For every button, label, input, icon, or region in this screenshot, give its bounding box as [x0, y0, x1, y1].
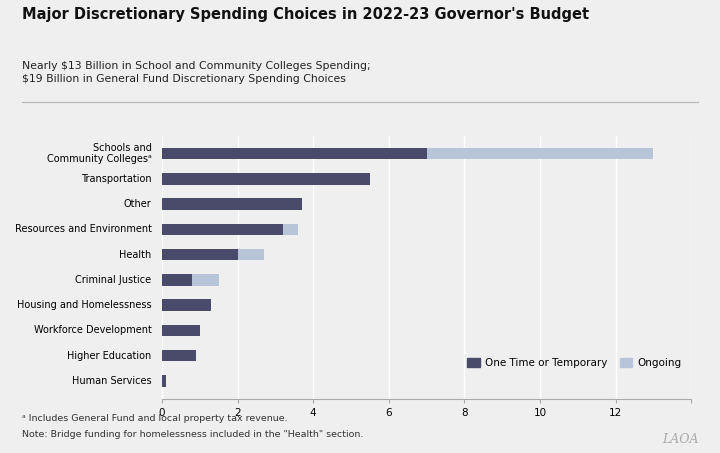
Legend: One Time or Temporary, Ongoing: One Time or Temporary, Ongoing	[463, 354, 686, 372]
Bar	[162, 148, 426, 159]
Bar	[162, 274, 192, 285]
Bar	[162, 350, 196, 361]
Bar	[238, 249, 264, 260]
Text: Major Discretionary Spending Choices in 2022-23 Governor's Budget: Major Discretionary Spending Choices in …	[22, 7, 589, 22]
Bar	[162, 198, 302, 210]
Bar	[283, 224, 298, 235]
Bar	[162, 249, 238, 260]
Bar	[162, 375, 166, 387]
Bar	[192, 274, 219, 285]
Bar	[162, 299, 211, 311]
Bar	[162, 173, 370, 184]
Text: Nearly $13 Billion in School and Community Colleges Spending;
$19 Billion in Gen: Nearly $13 Billion in School and Communi…	[22, 61, 370, 84]
Text: ᵃ Includes General Fund and local property tax revenue.: ᵃ Includes General Fund and local proper…	[22, 414, 287, 424]
Bar	[162, 325, 199, 336]
Text: LAOA: LAOA	[662, 433, 698, 446]
Text: Note: Bridge funding for homelessness included in the "Health" section.: Note: Bridge funding for homelessness in…	[22, 430, 363, 439]
Bar	[162, 224, 283, 235]
Bar	[426, 148, 653, 159]
